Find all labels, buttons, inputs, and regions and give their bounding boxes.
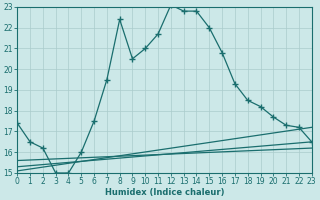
X-axis label: Humidex (Indice chaleur): Humidex (Indice chaleur) [105,188,224,197]
